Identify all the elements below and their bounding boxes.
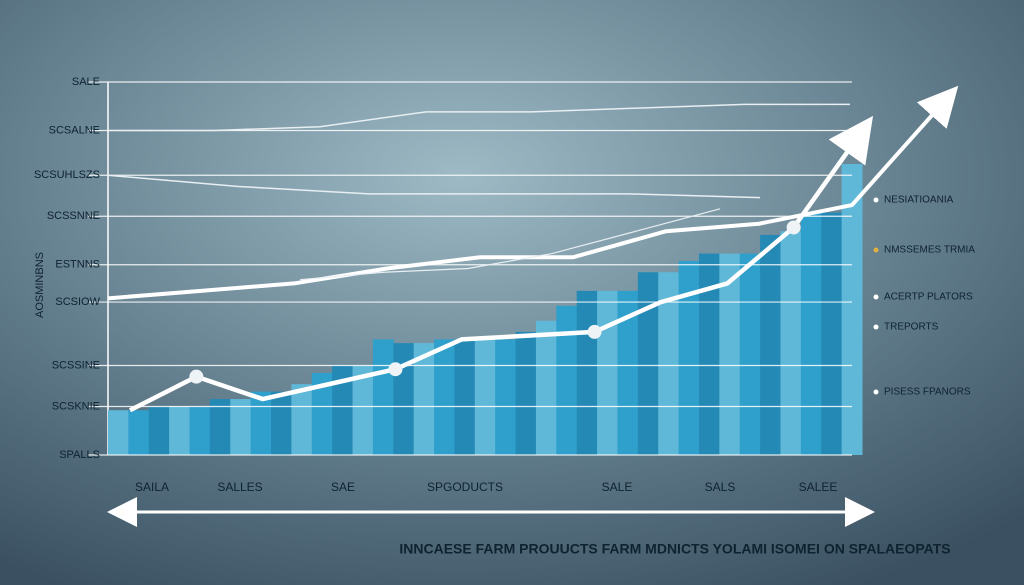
bar <box>515 331 537 455</box>
bar <box>128 410 150 455</box>
bar <box>739 253 761 455</box>
bar <box>311 372 333 455</box>
series-line <box>299 208 721 281</box>
bar <box>413 343 435 455</box>
y-axis-label: AOSMINBNS <box>34 252 46 318</box>
y-tick-label: SCSUHLSZS <box>34 169 100 181</box>
chart-title: INNCAESE FARM PROUUCTS FARM MDNICTS YOLA… <box>399 541 950 557</box>
bar <box>597 290 618 455</box>
series-line <box>107 174 761 199</box>
line-point <box>786 220 801 235</box>
y-tick-label: SPALLS <box>59 449 100 461</box>
legend-marker <box>873 197 879 203</box>
bar <box>576 290 598 455</box>
legend-label: NESIATIOANIA <box>884 195 954 206</box>
x-label: SAILA <box>135 480 169 494</box>
bar <box>658 272 680 455</box>
x-label: SALLES <box>217 480 262 494</box>
line-point <box>587 324 602 339</box>
legend-label: PISESS FPANORS <box>884 387 971 398</box>
bar <box>535 320 557 455</box>
legend-marker <box>873 294 879 300</box>
bar <box>556 305 578 455</box>
bar <box>474 339 496 455</box>
bar <box>434 339 455 455</box>
series-line <box>107 85 959 301</box>
x-label: SPGODUCTS <box>427 480 503 494</box>
bar <box>271 391 292 455</box>
bar <box>250 391 272 455</box>
bar <box>841 164 863 455</box>
bar <box>800 212 822 455</box>
bar <box>637 272 659 455</box>
legend-marker <box>873 389 879 395</box>
legend-marker <box>873 324 879 330</box>
line-point <box>388 362 403 377</box>
line-point <box>189 369 204 384</box>
x-label: SALE <box>602 480 633 494</box>
y-tick-label: SCSALNE <box>49 124 100 136</box>
legend-label: TREPORTS <box>884 322 939 333</box>
bar <box>617 290 639 455</box>
y-tick-label: SCSIOW <box>55 296 100 308</box>
x-label: SALEE <box>799 480 838 494</box>
bar <box>780 231 802 455</box>
bar <box>189 406 211 455</box>
legend-label: NMSSEMES TRMIA <box>884 245 975 256</box>
bar <box>760 234 781 455</box>
bar <box>169 406 191 455</box>
y-tick-label: SCSSNNE <box>47 210 100 222</box>
bar <box>332 365 354 455</box>
bar <box>148 406 170 455</box>
y-tick-label: SALE <box>72 76 100 88</box>
bar <box>291 384 313 455</box>
bar <box>821 212 843 455</box>
bar <box>495 339 517 455</box>
bar <box>372 339 394 455</box>
series-line <box>108 103 850 132</box>
x-label: SALS <box>705 480 736 494</box>
bar <box>108 410 129 455</box>
y-tick-label: ESTNNS <box>55 259 100 271</box>
bar <box>698 253 720 455</box>
bar <box>230 399 252 455</box>
legend-label: ACERTP PLATORS <box>884 292 973 303</box>
legend-marker <box>873 247 879 253</box>
bar <box>454 339 476 455</box>
y-tick-label: SCSKNIE <box>52 400 100 412</box>
x-label: SAE <box>331 480 355 494</box>
series-line <box>128 115 874 413</box>
bar <box>209 399 231 455</box>
bar <box>352 365 374 455</box>
y-tick-label: SCSSINE <box>52 359 100 371</box>
bar <box>719 253 741 455</box>
